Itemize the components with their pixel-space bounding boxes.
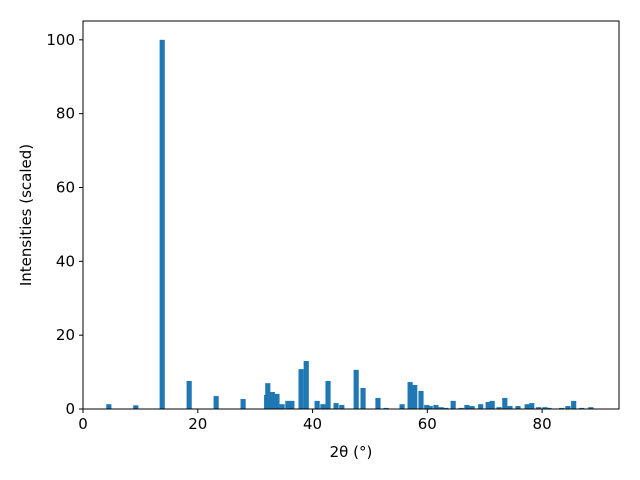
bar [559, 407, 565, 409]
bar [524, 404, 530, 409]
bar [279, 404, 285, 409]
bar [485, 401, 491, 409]
bar [186, 380, 192, 409]
y-tick-label: 20 [56, 326, 75, 344]
bar [571, 400, 577, 409]
x-tick-label: 60 [418, 415, 437, 433]
x-tick-label: 20 [188, 415, 207, 433]
bar [579, 407, 585, 409]
bar [489, 400, 495, 409]
y-tick-label: 80 [56, 105, 75, 123]
bar [496, 407, 502, 409]
y-tick-label: 60 [56, 178, 75, 196]
bar [565, 406, 571, 409]
bar [333, 403, 339, 409]
plot-frame [82, 20, 620, 410]
bar [529, 403, 535, 409]
bar [427, 406, 433, 409]
bar [303, 361, 309, 409]
bar [546, 407, 552, 409]
bar [106, 404, 112, 409]
bar [450, 400, 456, 409]
y-tick-label: 100 [46, 31, 75, 49]
bar [438, 407, 444, 409]
bar [424, 404, 430, 409]
y-axis-label: Intensities (scaled) [17, 144, 35, 286]
bar [360, 387, 366, 409]
bar [289, 400, 295, 409]
bar [469, 406, 475, 409]
bar [285, 400, 291, 409]
y-tick-label: 0 [65, 400, 75, 418]
bar [274, 393, 280, 409]
bar [464, 404, 470, 409]
bar [433, 404, 439, 409]
bar [478, 404, 484, 409]
bar [515, 406, 521, 409]
bar [133, 405, 139, 409]
y-tick-label: 40 [56, 252, 75, 270]
bar [507, 406, 513, 409]
bar [325, 380, 331, 409]
bar [213, 396, 219, 409]
bar [443, 407, 449, 409]
bar [159, 39, 165, 409]
x-tick-label: 0 [78, 415, 88, 433]
bar [320, 404, 326, 409]
bar [269, 392, 275, 409]
bar [339, 404, 345, 409]
bar [353, 369, 359, 409]
bar [383, 407, 389, 409]
bar [265, 383, 271, 409]
bar [412, 385, 418, 409]
x-axis-label: 2θ (°) [330, 443, 373, 461]
bar [298, 369, 304, 409]
bar [542, 407, 548, 409]
bar [536, 407, 542, 409]
x-tick-label: 80 [533, 415, 552, 433]
bar [407, 382, 413, 409]
bar [314, 400, 320, 409]
bar [375, 397, 381, 409]
x-tick-label: 40 [303, 415, 322, 433]
bar [502, 397, 508, 409]
bar [240, 399, 246, 409]
bar [458, 407, 464, 409]
bar [399, 404, 405, 409]
bar [418, 390, 424, 409]
bar [588, 407, 594, 409]
